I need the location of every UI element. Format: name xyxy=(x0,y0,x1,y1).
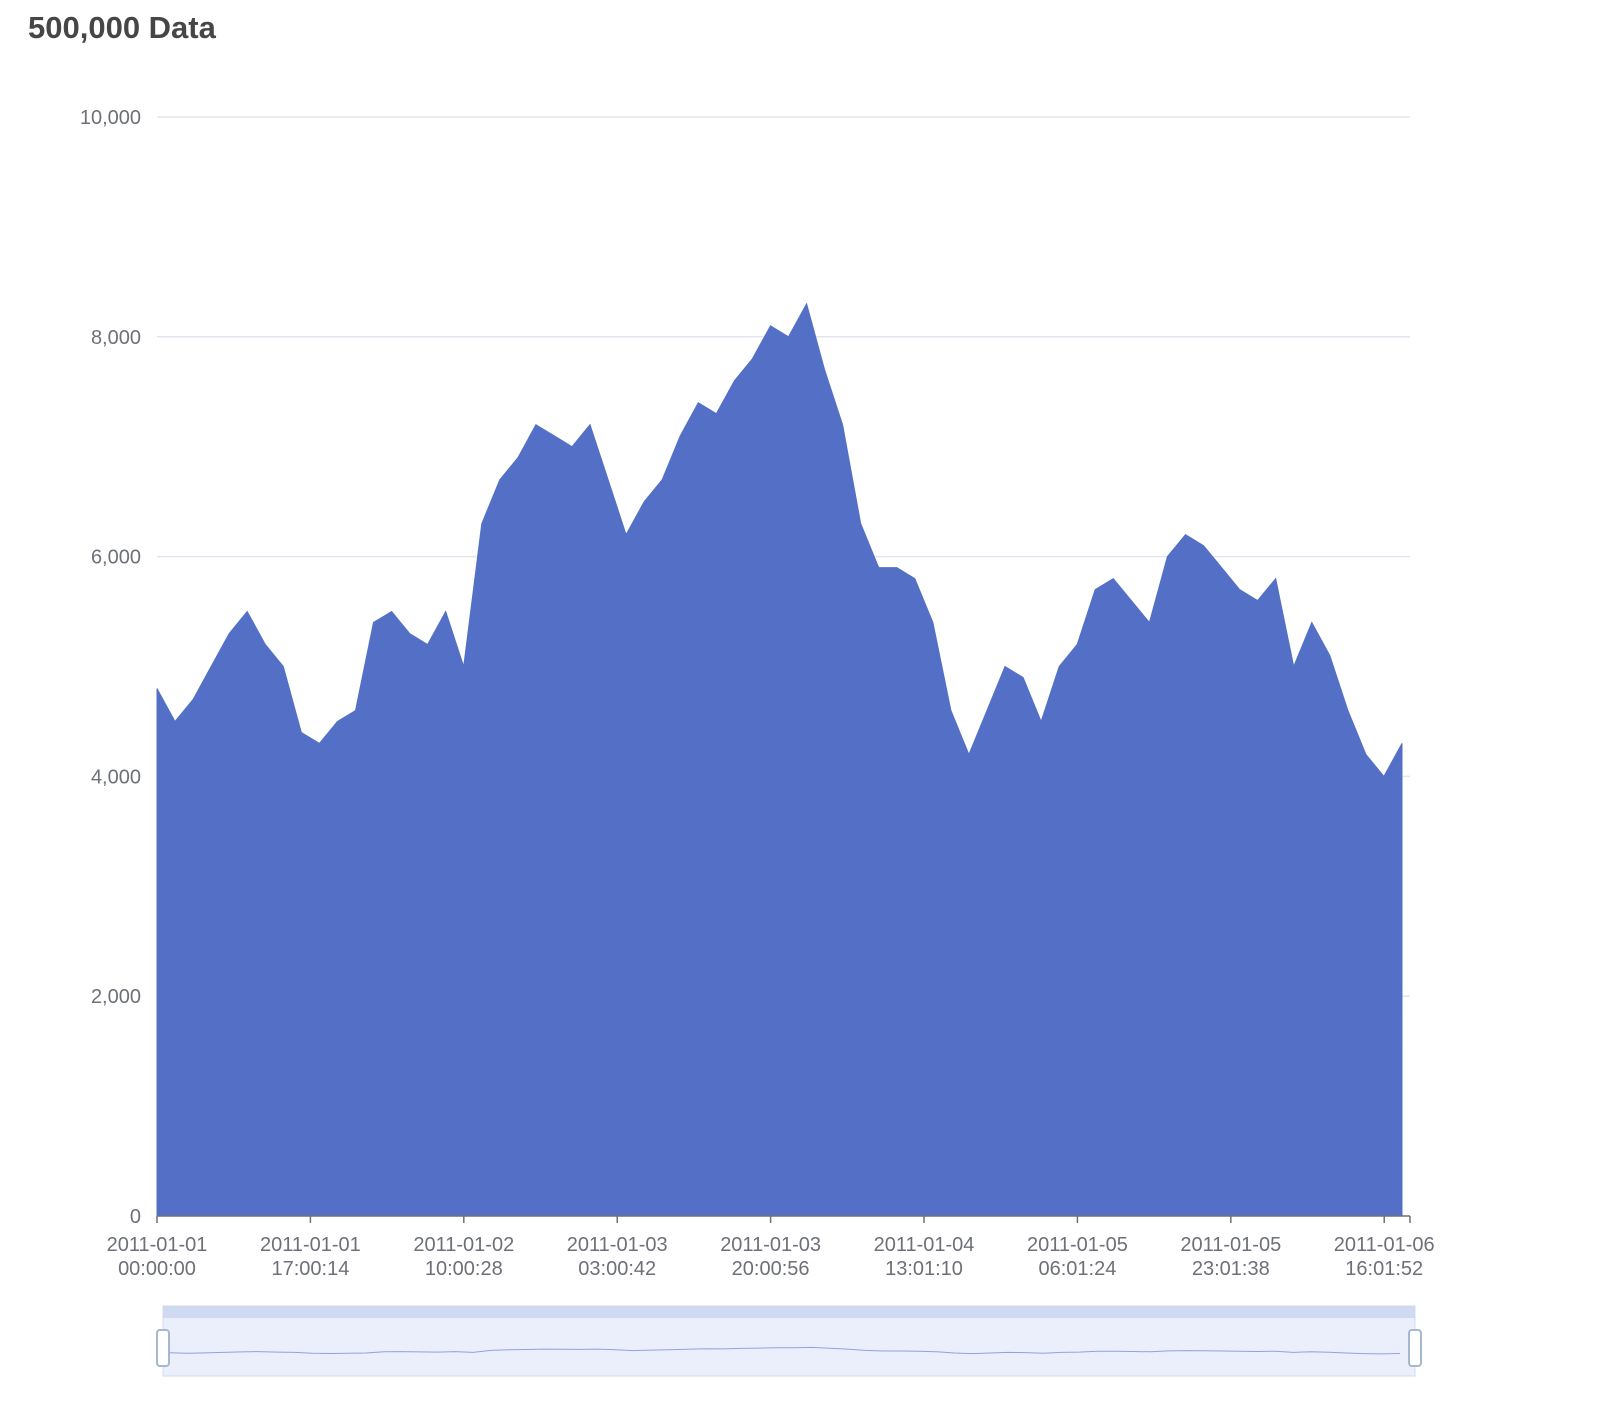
x-tick-label: 2011-01-05 06:01:24 xyxy=(1027,1234,1128,1280)
zoom-handle[interactable] xyxy=(156,1329,170,1367)
x-tick-label: 2011-01-01 00:00:00 xyxy=(107,1234,208,1280)
y-tick-label: 4,000 xyxy=(91,766,141,788)
x-tick-label: 2011-01-06 16:01:52 xyxy=(1334,1234,1435,1280)
x-tick-label: 2011-01-04 13:01:10 xyxy=(874,1234,975,1280)
zoom-move-bar[interactable] xyxy=(163,1306,1415,1318)
y-tick-label: 0 xyxy=(130,1206,141,1228)
chart-title: 500,000 Data xyxy=(28,10,217,45)
y-tick-label: 6,000 xyxy=(91,547,141,569)
y-tick-label: 10,000 xyxy=(80,107,141,129)
y-tick-label: 8,000 xyxy=(91,327,141,349)
x-tick-label: 2011-01-03 03:00:42 xyxy=(567,1234,668,1280)
y-tick-label: 2,000 xyxy=(91,986,141,1008)
x-tick-label: 2011-01-05 23:01:38 xyxy=(1180,1234,1281,1280)
slider-preview-line xyxy=(169,1346,1401,1355)
x-tick-label: 2011-01-03 20:00:56 xyxy=(720,1234,821,1280)
zoom-handle[interactable] xyxy=(1408,1329,1422,1367)
x-tick-label: 2011-01-01 17:00:14 xyxy=(260,1234,361,1280)
area xyxy=(156,302,1403,1217)
x-tick-label: 2011-01-02 10:00:28 xyxy=(413,1234,514,1280)
